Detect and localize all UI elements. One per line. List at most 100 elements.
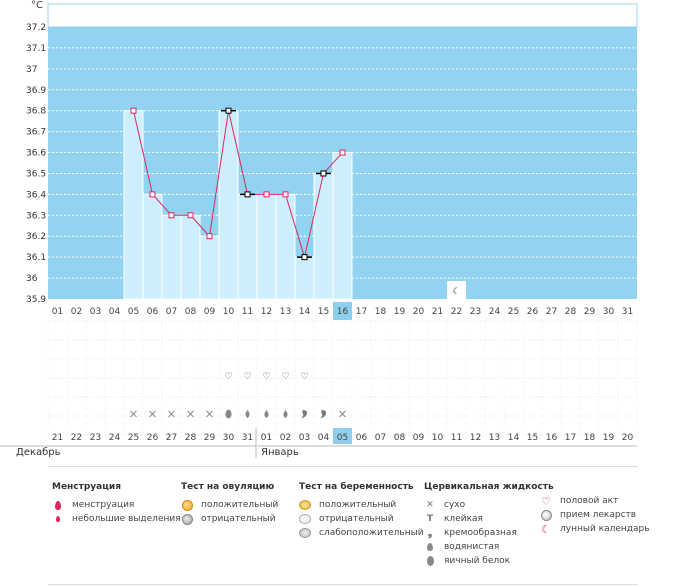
cross-icon	[187, 410, 194, 418]
calendar-date-label: 28	[185, 433, 197, 443]
calendar-date-label: 15	[527, 433, 538, 443]
legend-item-pregnancy-negative: отрицательный	[299, 512, 424, 526]
cycle-day-label: 25	[508, 307, 519, 317]
legend-item-label: отрицательный	[319, 514, 394, 524]
data-point	[206, 233, 213, 240]
blood-drop-icon	[52, 499, 64, 511]
heart-icon: ♡	[262, 372, 270, 382]
cycle-day-label: 24	[489, 307, 501, 317]
cream-icon: ❟	[427, 526, 433, 539]
cycle-day-label: 15	[318, 307, 329, 317]
cross-icon	[206, 410, 213, 418]
cycle-day-label: 16	[337, 307, 349, 317]
heart-icon: ♡	[541, 494, 551, 508]
cross-icon	[168, 410, 175, 418]
water-drop-icon	[245, 410, 250, 418]
calendar-date-label: 26	[147, 433, 159, 443]
legend-item-label: лунный календарь	[560, 524, 650, 534]
current-day-highlight	[333, 302, 352, 320]
cycle-day-label: 23	[470, 307, 481, 317]
data-point	[149, 191, 156, 198]
calendar-date-label: 23	[90, 433, 101, 443]
temperature-bar	[313, 172, 334, 300]
data-point	[168, 212, 175, 219]
legend-ovulation-title: Тест на овуляцию	[181, 482, 275, 492]
cycle-day-label: 26	[527, 307, 539, 317]
y-tick-label: 36.7	[26, 128, 46, 138]
moon-icon: ☾	[541, 522, 551, 536]
temperature-bar	[275, 193, 296, 300]
data-point	[301, 254, 308, 261]
legend-item-pregnancy-positive: положительный	[299, 498, 424, 512]
cycle-day-label: 21	[432, 307, 443, 317]
heart-icon: ♡	[243, 372, 251, 382]
temperature-line	[133, 110, 343, 260]
bbt-chart: 37.2 37.1 37 36.9 36.8 36.7 36.6 36.5 36.4 36.3 36…	[0, 3, 638, 458]
temperature-bar	[199, 235, 220, 300]
calendar-date-label: 29	[204, 433, 216, 443]
data-point	[263, 191, 270, 198]
cycle-day-label: 08	[185, 307, 197, 317]
legend-item-medication: прием лекарств	[540, 508, 650, 522]
orange-oval-icon	[299, 499, 311, 511]
calendar-date-label: 22	[71, 433, 82, 443]
cycle-day-label: 27	[546, 307, 557, 317]
calendar-date-label: 20	[622, 433, 634, 443]
legend-bottom-divider	[48, 584, 638, 585]
calendar-date-label: 24	[109, 433, 121, 443]
cycle-day-label: 05	[128, 307, 139, 317]
temperature-bar	[142, 193, 163, 300]
legend-cervical-title: Цервикальная жидкость	[424, 482, 554, 492]
legend-menstruation-title: Менструация	[52, 482, 121, 492]
y-tick-label: 36.4	[26, 190, 46, 200]
legend-item-label: положительный	[201, 500, 279, 510]
cycle-day-label: 14	[299, 307, 311, 317]
legend-item-moon: ☾ лунный календарь	[540, 522, 650, 536]
y-tick-label: 37.2	[26, 23, 46, 33]
cycle-day-label: 09	[204, 307, 216, 317]
calendar-date-label: 05	[337, 433, 348, 443]
legend-item-spotting: небольшие выделения	[52, 512, 181, 526]
legend-item-creamy: ❟ кремообразная	[424, 526, 554, 540]
legend-item-label: менструация	[72, 500, 135, 510]
legend-item-label: половой акт	[560, 496, 619, 506]
y-tick-label: 36.5	[26, 169, 46, 179]
gray-oval-icon	[299, 527, 311, 539]
calendar-date-label: 03	[299, 433, 310, 443]
plot-top-strip	[47, 3, 638, 28]
cycle-day-label: 13	[280, 307, 291, 317]
legend-item-label: слабоположительный	[319, 528, 424, 538]
water-drop-icon	[283, 410, 288, 418]
orange-dot-icon	[181, 499, 193, 511]
calendar-date-label: 11	[451, 433, 462, 443]
cycle-day-label: 12	[261, 307, 272, 317]
data-point	[320, 170, 327, 177]
cream-icon	[301, 410, 307, 418]
data-point	[282, 191, 289, 198]
y-tick-label: 36.1	[26, 253, 46, 263]
y-tick-label: 37	[26, 65, 37, 75]
legend-item-eggwhite: яичный белок	[424, 554, 554, 568]
month-label-january: Январь	[261, 447, 299, 458]
legend-item-label: отрицательный	[201, 514, 276, 524]
legend-item-dry: ✕ сухо	[424, 498, 554, 512]
calendar-date-label: 08	[394, 433, 406, 443]
legend-top-divider	[48, 466, 638, 467]
legend-item-label: яичный белок	[444, 556, 511, 566]
y-tick-label: 36.8	[26, 107, 46, 117]
temperature-bar	[332, 152, 353, 300]
calendar-date-label: 17	[565, 433, 576, 443]
cross-icon	[339, 410, 346, 418]
calendar-date-label: 14	[508, 433, 520, 443]
cycle-day-label: 31	[622, 307, 633, 317]
calendar-date-label: 31	[242, 433, 253, 443]
calendar-date-label: 09	[413, 433, 425, 443]
legend: Менструация менструация небольшие выделе…	[0, 476, 675, 586]
cycle-day-label: 18	[375, 307, 387, 317]
temperature-bar	[161, 214, 182, 300]
temperature-bar	[256, 193, 277, 300]
calendar-date-label: 19	[603, 433, 615, 443]
legend-pregnancy-title: Тест на беременность	[299, 482, 414, 492]
cross-icon	[130, 410, 137, 418]
cycle-day-label: 17	[356, 307, 367, 317]
